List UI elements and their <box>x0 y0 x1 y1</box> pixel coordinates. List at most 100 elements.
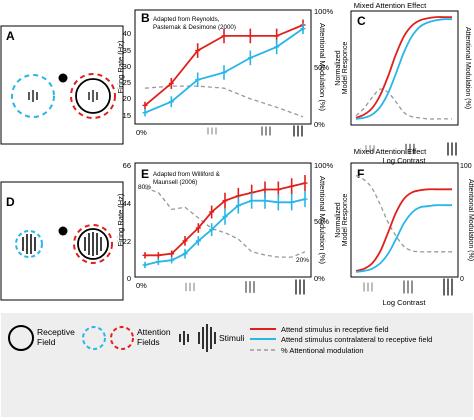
series-line-attentional-modulation <box>355 174 452 253</box>
y2-tick-label: 50% <box>314 217 329 226</box>
panel-c-letter: C <box>357 14 366 28</box>
series-line-attend-stimulus-contralateral-to-receptive-field <box>355 204 452 273</box>
legend-modulation-label: % Attentional modulation <box>281 346 364 355</box>
panel-e-frame <box>134 162 312 278</box>
y-tick-label: 44 <box>123 199 131 208</box>
panel-c-y2label: Attentional Modulation (%) <box>464 27 471 109</box>
panel-c-contrast-stimuli <box>365 142 457 156</box>
y2-tick-label: 100% <box>314 161 334 170</box>
panel-f-ylabel-line2: Model Responce <box>342 194 349 247</box>
y2-tick-label: 100% <box>314 7 334 16</box>
series-line-attend-stimulus-in-receptive-field <box>355 188 452 272</box>
panel-f-title: Mixed Attention Effect <box>354 147 427 156</box>
annotation-80: 80% <box>138 184 151 191</box>
panel-f-plot <box>355 174 452 273</box>
receptive-field <box>75 78 111 114</box>
stimulus-left <box>22 234 36 254</box>
legend-rf-line2: Field <box>37 337 56 347</box>
fixation-point <box>58 226 68 236</box>
panel-e-letter: E <box>141 167 149 181</box>
panel-e-y2label: Attentional Modulation (%) <box>318 176 327 264</box>
panel-c-xlabel: Log Contrast <box>383 156 427 165</box>
panel-b: B Adapted from Reynolds, Pasternak & Des… <box>116 7 334 137</box>
panel-e-note-line2: Maunsell (2006) <box>153 179 197 186</box>
panel-b-contrast-stimuli <box>207 125 303 137</box>
panel-e-note-line1: Adapted from Williford & <box>153 171 221 178</box>
attention-field-out <box>15 230 43 258</box>
y-tick-label: 0 <box>127 274 131 283</box>
panel-f-y2-bottom: 0 <box>460 276 464 283</box>
panel-b-letter: B <box>141 11 150 25</box>
annotation-20: 20% <box>296 257 309 264</box>
legend-stimuli-label: Stimuli <box>219 333 245 343</box>
legend-attention-field-in-icon <box>110 326 134 350</box>
y-tick-label: 22 <box>123 237 131 246</box>
panel-c-ylabel-line1: Normalized <box>335 50 342 86</box>
panel-c-frame <box>350 10 459 126</box>
legend-receptive-field-icon <box>8 325 34 351</box>
panel-a: A <box>0 25 124 145</box>
panel-c-ylabel-line2: Model Responce <box>342 42 349 95</box>
panel-c: Mixed Attention Effect C Normalized Mode… <box>335 1 471 165</box>
stimulus-right <box>88 90 98 102</box>
legend-background <box>1 313 473 417</box>
series-line-attend-stimulus-contralateral-to-receptive-field <box>355 18 453 120</box>
y2-tick-label: 0% <box>314 274 325 283</box>
y-tick-label: 66 <box>123 161 131 170</box>
series-line-attend-stimulus-in-receptive-field <box>355 16 453 119</box>
y2-tick-label: 0% <box>314 120 325 129</box>
legend-attend-in-label: Attend stimulus in receptive field <box>281 325 389 334</box>
panel-c-title: Mixed Attention Effect <box>354 1 427 10</box>
y-tick-label: 40 <box>123 29 131 38</box>
legend-attention-field-out-icon <box>82 326 106 350</box>
attention-field-in <box>70 73 116 119</box>
panel-b-frame <box>134 9 312 125</box>
series-line-attentional-modulation <box>355 88 452 120</box>
panel-b-note-line2: Pasternak & Desimone (2000) <box>153 24 236 31</box>
panel-f-y2label: Attentional Modulation (%) <box>467 179 474 261</box>
panel-f-ylabel-line1: Normalized <box>335 202 342 238</box>
legend-rf-line1: Receptive <box>37 327 75 337</box>
x-zero-label: 0% <box>136 128 147 137</box>
panel-e-ylabel: Firing Rate (Hz) <box>116 193 125 246</box>
legend-af-line1: Attention <box>137 327 171 337</box>
stimulus-left <box>28 90 38 102</box>
panel-b-y-ticks: 40 35 30 25 20 15 <box>123 29 131 120</box>
legend: Receptive Field Attention Fields Stimuli… <box>1 313 473 417</box>
attention-field-in <box>73 224 113 264</box>
panel-f: Mixed Attention Effect F Normalized Mode… <box>335 147 474 307</box>
stimulus-right <box>84 232 102 256</box>
legend-stimuli-icon <box>179 324 216 352</box>
legend-af-line2: Fields <box>137 337 160 347</box>
legend-attend-out-label: Attend stimulus contralateral to recepti… <box>281 335 432 344</box>
panel-f-y2-top: 100 <box>460 163 472 170</box>
panel-e: E Adapted from Williford & Maunsell (200… <box>116 161 334 295</box>
panel-b-plot <box>142 19 306 118</box>
y2-tick-label: 50% <box>314 63 329 72</box>
x-zero-label: 0% <box>136 281 147 290</box>
series-line-attentional-modulation <box>144 85 304 118</box>
panel-d-frame <box>0 181 124 301</box>
panel-d-letter: D <box>6 195 15 209</box>
panel-a-frame <box>0 25 124 145</box>
fixation-point <box>58 73 68 83</box>
panel-a-letter: A <box>6 29 15 43</box>
panel-f-letter: F <box>357 167 364 181</box>
panel-f-xlabel: Log Contrast <box>383 298 427 307</box>
panel-c-plot <box>355 16 453 120</box>
panel-d: D <box>0 181 124 301</box>
y-tick-label: 30 <box>123 62 131 71</box>
panel-b-ylabel: Firing Rate (Hz) <box>116 40 125 93</box>
y-tick-label: 15 <box>123 111 131 120</box>
panel-e-contrast-stimuli <box>185 279 305 295</box>
panel-b-note-line1: Adapted from Reynolds, <box>153 16 220 23</box>
attention-field-out <box>11 74 55 118</box>
panel-b-y2label: Attentional Modulation (%) <box>318 23 327 111</box>
panel-e-plot <box>142 175 308 269</box>
receptive-field <box>77 228 109 260</box>
series-line-attentional-modulation <box>144 187 306 258</box>
panel-f-frame <box>350 162 459 278</box>
y-tick-label: 25 <box>123 78 131 87</box>
y-tick-label: 35 <box>123 46 131 55</box>
